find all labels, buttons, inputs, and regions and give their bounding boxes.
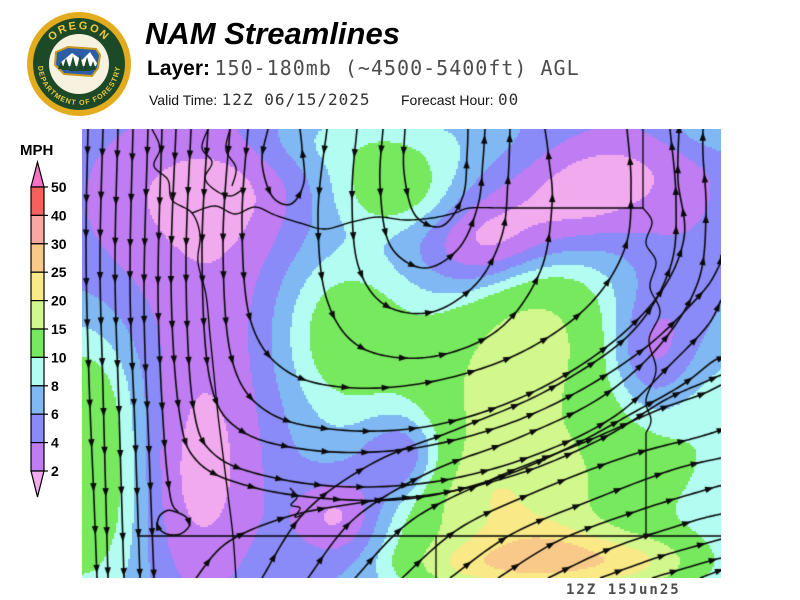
logo-oregon-scene xyxy=(53,45,102,78)
legend-unit-label: MPH xyxy=(20,142,53,159)
legend-top-arrow xyxy=(30,159,45,188)
legend-bottom-arrow xyxy=(30,470,45,498)
valid-time-label: Valid Time: xyxy=(149,92,218,108)
legend-tick: 15 xyxy=(51,321,67,337)
legend-band xyxy=(30,271,45,302)
odf-logo: OREGON DEPARTMENT OF FORESTRY xyxy=(27,12,131,116)
legend-tick: 25 xyxy=(51,264,67,280)
legend-tick: 4 xyxy=(51,435,59,451)
legend-band xyxy=(30,356,45,387)
legend-tick: 50 xyxy=(51,179,67,195)
forecast-hour-label: Forecast Hour: xyxy=(400,92,494,108)
legend-tick: 20 xyxy=(51,293,67,309)
legend-tick: 40 xyxy=(51,207,67,223)
legend-tick: 30 xyxy=(51,236,67,252)
layer-value: 150-180mb (~4500-5400ft) AGL xyxy=(214,56,580,80)
legend-band xyxy=(30,214,45,245)
forecast-hour-value: 00 xyxy=(498,90,520,109)
map-timestamp: 12Z 15Jun25 xyxy=(566,582,681,598)
legend-band xyxy=(30,186,45,216)
legend-band xyxy=(30,413,45,444)
legend-tick: 10 xyxy=(51,349,67,365)
legend-band xyxy=(30,385,45,415)
legend-band xyxy=(30,442,45,472)
page-title: NAM Streamlines xyxy=(145,16,400,51)
valid-time-value: 12Z 06/15/2025 xyxy=(221,90,371,109)
legend-tick: 8 xyxy=(51,378,59,394)
valid-time-row: Valid Time: 12Z 06/15/2025 Forecast Hour… xyxy=(149,90,519,110)
legend-tick: 6 xyxy=(51,406,59,422)
layer-row: Layer: 150-180mb (~4500-5400ft) AGL xyxy=(147,56,580,81)
streamline-map xyxy=(82,129,721,578)
wind-speed-legend: MPH 50 40 30 25 20 15 10 8 6 4 2 xyxy=(20,142,67,498)
legend-band xyxy=(30,243,45,273)
legend-tick: 2 xyxy=(51,463,59,479)
legend-band xyxy=(30,328,45,358)
layer-label: Layer: xyxy=(147,57,211,80)
legend-band xyxy=(30,300,45,330)
